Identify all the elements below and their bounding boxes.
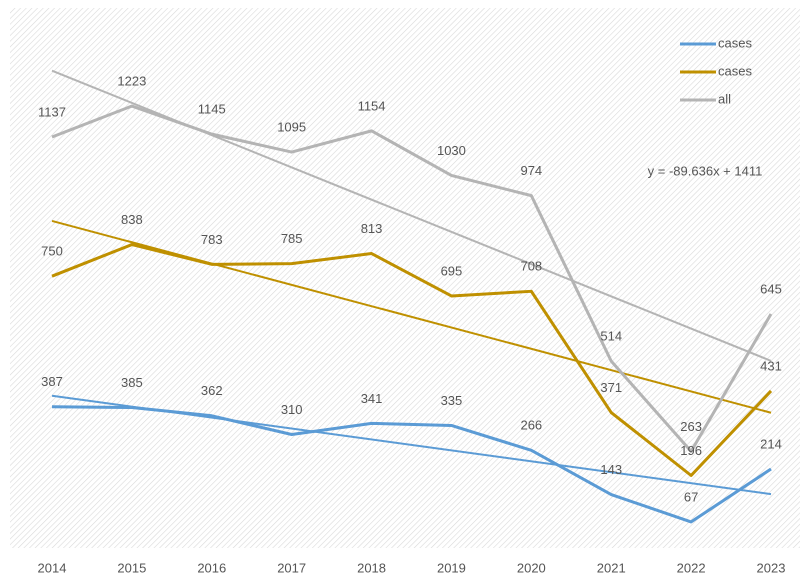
- data-label: 263: [680, 419, 702, 434]
- data-label: 1223: [117, 73, 146, 88]
- x-tick-label: 2016: [197, 560, 226, 575]
- data-label: 387: [41, 374, 63, 389]
- data-label: 214: [760, 436, 782, 451]
- data-label: 1137: [38, 104, 66, 119]
- data-label: 1095: [277, 120, 306, 135]
- data-label: 974: [520, 163, 542, 178]
- series-line: [51, 243, 773, 477]
- data-label: 67: [684, 489, 698, 504]
- data-label: 1145: [198, 102, 226, 117]
- data-label: 371: [600, 380, 622, 395]
- x-tick-label: 2017: [277, 560, 306, 575]
- data-label: 783: [201, 232, 223, 247]
- data-label: 645: [760, 281, 782, 296]
- data-label: 196: [680, 443, 702, 458]
- x-tick-label: 2023: [757, 560, 786, 575]
- x-tick-label: 2018: [357, 560, 386, 575]
- data-label: 266: [520, 418, 542, 433]
- series-line: [51, 405, 772, 524]
- data-label: 708: [520, 259, 542, 274]
- series-line: [51, 104, 773, 453]
- x-tick-label: 2022: [677, 560, 706, 575]
- legend-label: all: [718, 91, 731, 106]
- x-tick-label: 2019: [437, 560, 466, 575]
- data-label: 1030: [437, 143, 466, 158]
- trend-equation: y = -89.636x + 1411: [648, 163, 763, 178]
- data-label: 385: [121, 375, 143, 390]
- legend-label: cases: [718, 63, 752, 78]
- data-label: 310: [281, 402, 303, 417]
- x-tick-label: 2014: [38, 560, 67, 575]
- data-label: 838: [121, 212, 143, 227]
- data-label: 695: [441, 263, 463, 278]
- data-label: 514: [600, 329, 622, 344]
- x-tick-label: 2015: [117, 560, 146, 575]
- data-label: 1154: [358, 98, 386, 113]
- data-label: 341: [361, 391, 383, 406]
- data-label: 431: [760, 358, 782, 373]
- data-label: 813: [361, 221, 383, 236]
- x-tick-label: 2020: [517, 560, 546, 575]
- data-label: 785: [281, 231, 303, 246]
- x-tick-label: 2021: [597, 560, 626, 575]
- data-label: 335: [441, 393, 463, 408]
- data-label: 750: [41, 244, 63, 259]
- data-label: 143: [600, 462, 622, 477]
- legend-label: cases: [718, 35, 752, 50]
- data-label: 362: [201, 383, 223, 398]
